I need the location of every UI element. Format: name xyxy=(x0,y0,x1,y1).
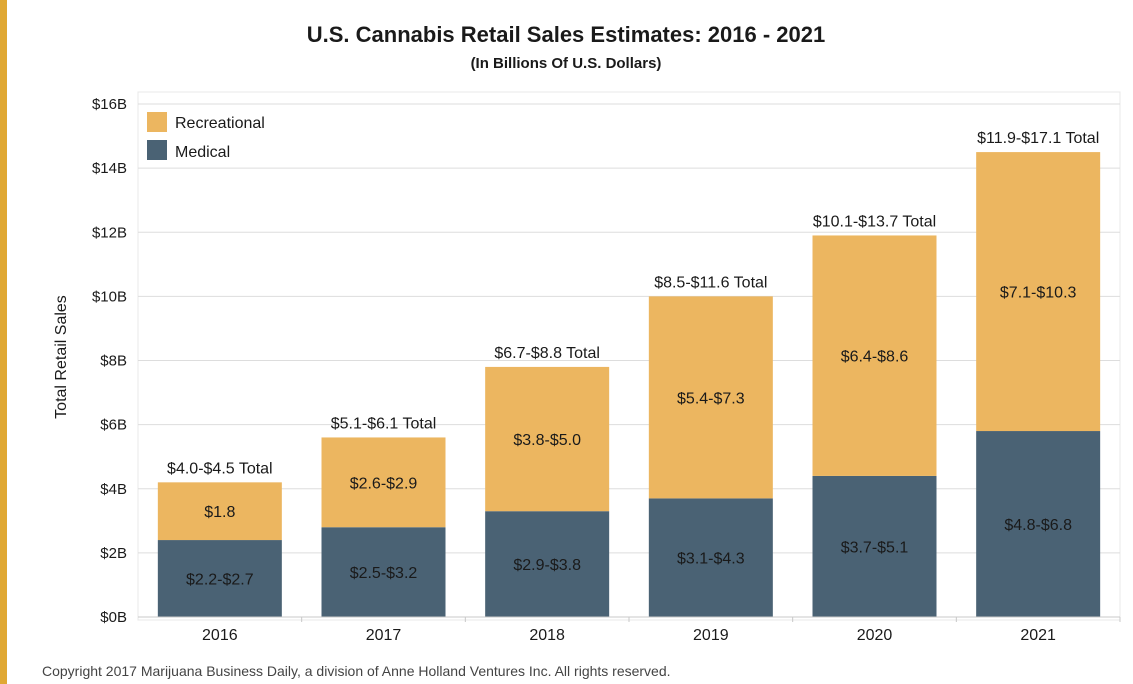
total-label: $10.1-$13.7 Total xyxy=(813,213,936,230)
total-label: $5.1-$6.1 Total xyxy=(331,415,437,432)
data-label-recreational: $5.4-$7.3 xyxy=(677,390,745,407)
data-label-recreational: $2.6-$2.9 xyxy=(350,475,418,492)
chart-title: U.S. Cannabis Retail Sales Estimates: 20… xyxy=(307,22,825,47)
x-tick-label: 2018 xyxy=(529,627,565,644)
y-tick-label: $8B xyxy=(100,353,127,370)
bar-medical-2020 xyxy=(812,475,937,617)
bar-medical-2017 xyxy=(321,527,446,617)
legend-item-recreational: Recreational xyxy=(147,112,265,132)
y-tick-label: $0B xyxy=(100,609,127,626)
legend-label-recreational: Recreational xyxy=(175,115,265,132)
left-accent-stripe xyxy=(0,0,7,684)
data-label-medical: $2.2-$2.7 xyxy=(186,572,254,589)
y-tick-label: $12B xyxy=(92,224,127,241)
bar-medical-2016 xyxy=(157,540,282,617)
data-label-medical: $2.9-$3.8 xyxy=(513,557,581,574)
bar-medical-2018 xyxy=(485,511,610,617)
legend-swatch-medical xyxy=(147,140,167,160)
data-label-medical: $3.7-$5.1 xyxy=(841,539,909,556)
y-tick-label: $10B xyxy=(92,288,127,305)
bar-recreational-2021 xyxy=(976,152,1101,432)
y-tick-label: $4B xyxy=(100,481,127,498)
total-label: $4.0-$4.5 Total xyxy=(167,460,273,477)
legend-label-medical: Medical xyxy=(175,144,230,161)
data-label-medical: $3.1-$4.3 xyxy=(677,551,745,568)
x-tick-label: 2017 xyxy=(366,627,402,644)
bar-medical-2021 xyxy=(976,431,1101,617)
bar-recreational-2017 xyxy=(321,437,446,528)
data-label-recreational: $6.4-$8.6 xyxy=(841,349,909,366)
bar-labels: $2.2-$2.7 $1.8 $4.0-$4.5 Total $2.5-$3.2 $2.… xyxy=(167,130,1099,588)
legend-item-medical: Medical xyxy=(147,140,230,161)
chart-subtitle: (In Billions Of U.S. Dollars) xyxy=(471,55,662,72)
data-label-recreational: $1.8 xyxy=(204,504,235,521)
data-label-recreational: $3.8-$5.0 xyxy=(513,432,581,449)
bar-recreational-2016 xyxy=(157,482,282,541)
bar-recreational-2018 xyxy=(485,366,610,512)
x-tick-label: 2019 xyxy=(693,627,729,644)
legend: Recreational Medical xyxy=(147,112,265,161)
y-tick-label: $6B xyxy=(100,417,127,434)
bars xyxy=(157,152,1101,617)
x-axis-ticks: 2016 2017 2018 2019 2020 2021 xyxy=(202,617,1121,644)
y-tick-label: $14B xyxy=(92,160,127,177)
y-axis-label: Total Retail Sales xyxy=(53,295,70,419)
bar-medical-2019 xyxy=(648,498,773,617)
x-tick-label: 2020 xyxy=(857,627,893,644)
x-tick-label: 2021 xyxy=(1020,627,1056,644)
data-label-medical: $2.5-$3.2 xyxy=(350,565,418,582)
bar-recreational-2020 xyxy=(812,235,937,476)
plot-area xyxy=(137,91,1121,621)
total-label: $11.9-$17.1 Total xyxy=(977,130,1099,147)
data-label-recreational: $7.1-$10.3 xyxy=(1000,285,1077,302)
y-axis-ticks: $0B $2B $4B $6B $8B $10B $12B $14B $16B xyxy=(92,96,127,626)
y-tick-label: $16B xyxy=(92,96,127,113)
legend-swatch-recreational xyxy=(147,112,167,132)
total-label: $6.7-$8.8 Total xyxy=(494,345,600,362)
data-label-medical: $4.8-$6.8 xyxy=(1004,517,1072,534)
y-tick-label: $2B xyxy=(100,545,127,562)
x-tick-label: 2016 xyxy=(202,627,238,644)
copyright-footer: Copyright 2017 Marijuana Business Daily,… xyxy=(42,663,671,679)
bar-recreational-2019 xyxy=(648,296,773,499)
total-label: $8.5-$11.6 Total xyxy=(654,274,767,291)
